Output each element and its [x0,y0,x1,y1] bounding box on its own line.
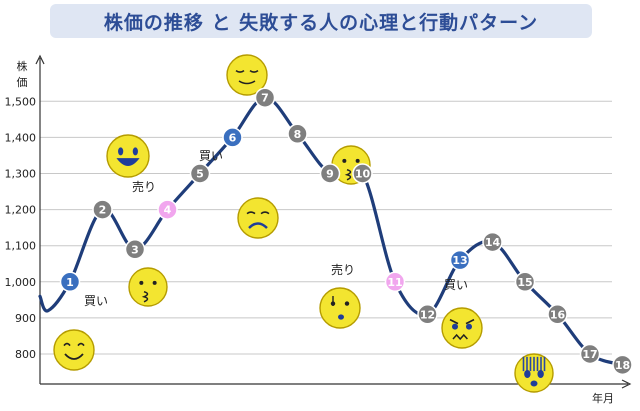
point-marker-7: 7 [254,87,276,108]
point-label: 14 [485,236,501,249]
point-marker-8: 8 [287,123,308,145]
point-label: 9 [326,168,334,181]
point-marker-5: 5 [189,163,211,184]
y-tick-label: 1,500 [5,95,37,108]
point-marker-4: 4 [157,199,178,220]
sad-face-icon [237,197,279,239]
point-marker-18: 18 [612,354,633,376]
point-label: 7 [261,92,269,105]
chart-title: 株価の推移 と 失敗する人の心理と行動パターン [103,11,539,34]
chart-title-box: 株価の推移 と 失敗する人の心理と行動パターン [50,4,592,38]
point-marker-16: 16 [547,304,568,325]
point-label: 10 [355,168,371,181]
point-marker-1: 1 [59,271,81,293]
point-label: 12 [420,308,435,321]
worried-face-icon [128,267,168,307]
big-smile-face-icon [106,134,150,178]
shocked-face-icon [319,287,361,329]
point-label: 13 [452,254,467,267]
point-label: 18 [615,359,630,372]
angry-face-icon [441,307,483,349]
annotation-label: 売り [132,179,156,194]
point-marker-11: 11 [384,271,406,293]
despair-face-icon [514,353,554,393]
point-label: 17 [582,348,597,361]
point-label: 15 [517,276,532,289]
point-label: 16 [550,308,566,321]
y-tick-label: 1,200 [5,204,37,217]
point-label: 6 [229,131,237,144]
y-tick-label: 900 [15,312,36,325]
point-marker-13: 13 [449,249,471,271]
point-label: 4 [164,204,172,217]
x-axis-arrow [621,379,632,389]
annotation-label: 買い [84,294,108,308]
y-tick-label: 1,000 [5,276,37,289]
point-marker-15: 15 [514,271,536,293]
point-marker-14: 14 [482,231,503,253]
point-marker-17: 17 [579,343,601,365]
point-marker-6: 6 [222,127,243,148]
y-axis-label: 価 [17,76,28,89]
y-tick-label: 800 [15,348,36,361]
annotation-label: 買い [444,278,468,292]
point-label: 2 [99,204,107,217]
point-label: 8 [294,128,302,141]
point-label: 1 [66,276,74,289]
faces [53,54,554,393]
point-marker-3: 3 [124,239,146,260]
point-marker-10: 10 [352,163,373,184]
point-label: 11 [387,276,402,289]
point-marker-9: 9 [319,163,341,184]
annotation-label: 買い [199,149,223,163]
annotation-label: 売り [331,262,355,277]
point-label: 3 [131,243,139,256]
x-axis-label: 年月 [592,391,614,405]
point-marker-2: 2 [92,199,113,220]
content-face-icon [226,54,268,96]
point-marker-12: 12 [417,304,438,325]
y-tick-label: 1,400 [5,131,37,144]
y-axis-label: 株 [17,59,28,73]
y-tick-label: 1,100 [5,240,37,253]
happy-face-icon [53,329,95,371]
point-label: 5 [196,168,204,181]
y-tick-label: 1,300 [5,168,37,181]
y-axis-arrow [35,54,45,65]
